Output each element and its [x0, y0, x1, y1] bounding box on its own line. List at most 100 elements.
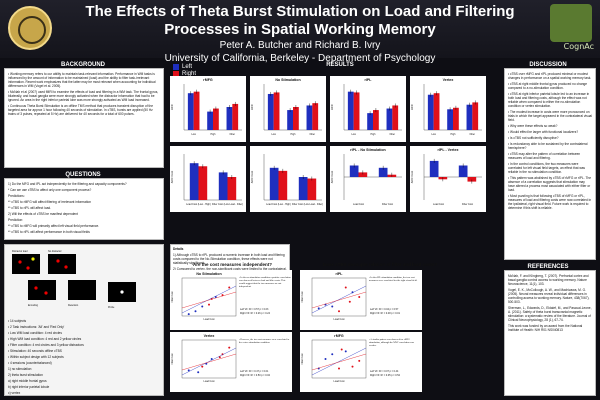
scatter-title: Vertex: [204, 334, 215, 338]
scatter-panel: rIPL Load Cost Filter Cost Left VF: R² = 0.…: [300, 270, 422, 330]
scatter-note: • A similar pattern was observed for rMF…: [369, 338, 414, 347]
reference-item: This work was funded by an award from th…: [508, 324, 583, 332]
chart-title: rIPL - Vertex: [438, 148, 459, 152]
bar-left: [347, 91, 354, 130]
bar-right: [293, 107, 299, 130]
scatter-frame: [181, 339, 237, 379]
fit-line-right: [311, 353, 367, 371]
scatter-point: [344, 350, 347, 353]
scatter-ylabel: Filter Cost: [171, 353, 174, 364]
scatter-point: [187, 369, 190, 372]
reference-item: Vogel, E. K., McCollough, A. W., and Mac…: [508, 288, 590, 304]
bar-chart: rMFG ACC Low High Filter: [170, 76, 246, 142]
scatter-ylabel: Filter Cost: [171, 291, 174, 302]
bar-left: [306, 105, 313, 130]
scatter-point: [210, 358, 213, 360]
scatter-xlabel: Load Cost: [204, 318, 215, 321]
category-label: Filter: [390, 133, 396, 136]
discussion-item: • cTBS at right middle frontal gyrus pro…: [508, 82, 588, 90]
bar-right: [213, 108, 219, 130]
scatter-panel: rMFG Load Cost Filter Cost Left VF: R² = 0.…: [300, 332, 422, 392]
question-item: Prediction:: [8, 218, 24, 222]
category-label: Filter: [310, 133, 316, 136]
background-paragraph: • Working memory refers to our ability t…: [8, 72, 156, 88]
discussion-item: • This pattern was abolished by cTBS of …: [508, 176, 592, 192]
bar-right: [232, 103, 239, 130]
poster-authors: Peter A. Butcher and Richard B. Ivry: [219, 40, 381, 51]
question-item: ** cTBS to rIPL will affect load.: [8, 206, 52, 210]
category-label: Low: [431, 133, 436, 136]
discussion-item: • Why were these effects so weak?: [508, 124, 558, 128]
category-label: High: [451, 133, 457, 136]
bar-chart: Vertex ACC Low High Filter: [410, 76, 486, 142]
scatter-point: [228, 346, 231, 349]
bar-left: [187, 93, 194, 130]
discussion-item: • The modest increase in costs were more…: [508, 110, 592, 122]
background-paragraph: • McNab et al (2007) used fMRI to examin…: [8, 90, 159, 102]
discussion-item: • Is redundancy able to be sustained by …: [508, 142, 588, 150]
bar-chart: rIPL - No Stimulation ACC Cost Load Cost Fi…: [330, 146, 406, 212]
lab-logo-text: CognAc: [563, 42, 594, 51]
scatter-point: [228, 286, 231, 289]
fit-line-left: [181, 285, 237, 314]
methods-bullet: b) right inferior parietal lobule: [8, 385, 50, 389]
methods-panel: Distractor load No distractor Encoding R…: [4, 244, 164, 396]
category-label: Filter Cost (Low Load - Filter): [292, 203, 323, 206]
y-axis-label: ACC: [410, 104, 414, 110]
legend-label-right: Right: [182, 70, 197, 77]
methods-label: No distractor: [48, 250, 62, 253]
bar-right: [198, 166, 208, 200]
legend-label-left: Left: [182, 63, 193, 70]
scatter-point: [338, 367, 340, 370]
scatter-point: [221, 353, 224, 356]
category-label: Filter: [470, 133, 476, 136]
bar-left: [458, 165, 468, 177]
chart-title: rIPL - No Stimulation: [350, 148, 385, 152]
scatter-point: [344, 286, 347, 289]
category-label: Filter Cost (Low Load - Filter): [212, 203, 243, 206]
bar-left: [349, 165, 359, 177]
question-item: 1) Do the MFG and IPL act independently …: [8, 182, 127, 186]
scatter-title: rIPL: [336, 272, 344, 276]
y-axis-label: ACC Cost: [330, 171, 334, 184]
bar-right: [373, 110, 379, 130]
discussion-item: • Most puzzling is that following cTBS o…: [508, 194, 592, 210]
category-label: Filter: [230, 133, 236, 136]
bar-right: [453, 107, 459, 130]
category-label: Load Cost (Low - High): [186, 203, 211, 206]
scatter-svg: Vertex Load Cost Filter Cost Left VF: R² = …: [171, 334, 289, 383]
question-item: ** cTBS to rMFG will primarily affect le…: [8, 224, 100, 228]
fit-line-left: [311, 285, 367, 314]
scatter-r-left: Left VF: R² = 0.47 p = 0.01: [240, 370, 269, 373]
scatter-r-left: Left VF: R² = 0.04 p = 0.57: [370, 308, 399, 311]
bar-left: [378, 167, 388, 177]
scatter-note: • In the no stimulation condition a posi…: [239, 276, 291, 288]
university-seal-icon: [8, 6, 52, 50]
results-note: 1) Although cTBS to rIPL produced a nume…: [173, 253, 285, 265]
methods-bullet: a) right middle frontal gyrus: [8, 379, 47, 383]
category-label: Low: [351, 133, 356, 136]
scatter-point: [331, 353, 334, 356]
bar-right: [193, 91, 200, 130]
scatter-panel: Vertex Load Cost Filter Cost Left VF: R² = …: [170, 332, 292, 392]
discussion-item: • In the control conditions, the two mea…: [508, 162, 586, 174]
bar-chart-svg: ACC Cost Load Cost (Low - High) Filter Cos…: [170, 154, 243, 206]
scatter-r-right: Right VF: R² = 0.05 p = 0.52: [370, 374, 401, 377]
scatter-svg: rMFG Load Cost Filter Cost Left VF: R² = 0.…: [301, 334, 414, 383]
scatter-svg: No Stimulation Load Cost Filter Cost Left V…: [171, 272, 291, 321]
scatter-ylabel: Filter Cost: [301, 291, 304, 302]
discussion-item: • cTBS over rMFG and rIPL produced minim…: [508, 72, 592, 80]
category-label: High: [371, 133, 377, 136]
background-paragraph: • Continuous Theta Burst Stimulation is …: [8, 104, 153, 116]
scatter-point: [317, 307, 320, 310]
bar-right: [353, 92, 360, 130]
scatter-r-left: Left VF: R² = 0.07 p = 0.44: [370, 370, 399, 373]
methods-bullet: • 4 sessions (counterbalanced): [8, 361, 52, 365]
background-panel: • Working memory refers to our ability t…: [4, 68, 164, 168]
bar-right: [392, 105, 399, 130]
lab-logo-icon: [550, 4, 592, 42]
bar-left: [207, 111, 213, 130]
methods-bullet: • 2 Task instructions: 'All' and 'Red On…: [8, 325, 65, 329]
category-label: Low: [191, 133, 196, 136]
scatter-point: [331, 305, 334, 308]
